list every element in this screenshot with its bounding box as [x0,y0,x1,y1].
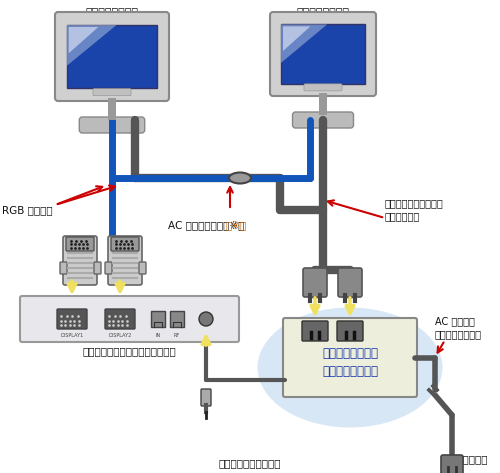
FancyBboxPatch shape [338,268,362,297]
FancyBboxPatch shape [319,93,327,115]
FancyBboxPatch shape [80,117,144,133]
FancyBboxPatch shape [93,88,131,96]
FancyBboxPatch shape [20,296,239,342]
Text: DISPLAY1: DISPLAY1 [60,333,84,338]
FancyBboxPatch shape [283,318,417,397]
Polygon shape [281,25,327,63]
FancyBboxPatch shape [151,311,165,327]
FancyBboxPatch shape [270,12,376,96]
Text: ディスプレイに付属の
電源ケーブル: ディスプレイに付属の 電源ケーブル [385,198,444,221]
FancyBboxPatch shape [108,98,116,120]
FancyBboxPatch shape [441,455,463,473]
FancyBboxPatch shape [304,84,342,91]
Text: DISPLAY2: DISPLAY2 [108,333,132,338]
Circle shape [199,312,213,326]
Text: AC 延長ケーブル（※）: AC 延長ケーブル（※） [168,220,244,230]
FancyBboxPatch shape [66,237,94,251]
FancyBboxPatch shape [66,25,158,88]
FancyBboxPatch shape [337,321,363,341]
FancyBboxPatch shape [105,309,135,329]
Text: RGB ケーブル: RGB ケーブル [2,205,52,215]
FancyBboxPatch shape [63,236,97,285]
Text: IN: IN [156,333,160,338]
FancyBboxPatch shape [302,321,328,341]
FancyBboxPatch shape [108,236,142,285]
Text: コントロールケーブル: コントロールケーブル [219,458,281,468]
Text: 中間ディスプレイ: 中間ディスプレイ [86,8,138,18]
FancyBboxPatch shape [281,25,365,84]
FancyBboxPatch shape [201,389,211,406]
Text: 中間ディスプレイ: 中間ディスプレイ [296,8,350,18]
FancyBboxPatch shape [60,262,67,274]
Text: AC ケーブル
（本製品に付属）: AC ケーブル （本製品に付属） [435,316,482,340]
FancyBboxPatch shape [303,268,327,297]
FancyBboxPatch shape [111,237,139,251]
Polygon shape [283,26,310,51]
Text: スチューデントユニット（背面）: スチューデントユニット（背面） [82,346,176,356]
FancyBboxPatch shape [55,12,169,101]
FancyBboxPatch shape [94,262,101,274]
Text: OA タップへ: OA タップへ [444,454,488,464]
FancyBboxPatch shape [139,262,146,274]
FancyBboxPatch shape [170,311,184,327]
Polygon shape [66,25,116,66]
FancyBboxPatch shape [105,262,112,274]
FancyBboxPatch shape [292,112,354,128]
Polygon shape [68,27,98,53]
Text: （※）: （※） [225,220,246,230]
FancyBboxPatch shape [57,309,87,329]
Ellipse shape [258,307,442,428]
Text: 中間ディスプレイ
電源管理ユニット: 中間ディスプレイ 電源管理ユニット [322,347,378,378]
Ellipse shape [229,173,251,184]
Text: RF: RF [174,333,180,338]
